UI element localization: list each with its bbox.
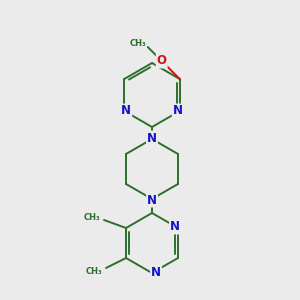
Text: CH₃: CH₃ [129,38,146,47]
Text: N: N [170,220,180,233]
Text: CH₃: CH₃ [86,266,102,275]
Text: N: N [121,104,131,118]
Text: CH₃: CH₃ [84,212,100,221]
Text: N: N [147,131,157,145]
Text: N: N [173,104,183,118]
Text: N: N [147,194,157,206]
Text: N: N [151,266,161,280]
Text: O: O [157,55,167,68]
